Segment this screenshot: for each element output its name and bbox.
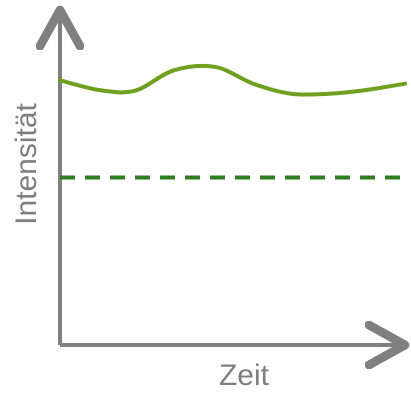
x-axis-label: Zeit bbox=[219, 359, 270, 392]
y-axis-label: Intensität bbox=[10, 102, 43, 224]
intensity-solid-series bbox=[58, 63, 407, 97]
